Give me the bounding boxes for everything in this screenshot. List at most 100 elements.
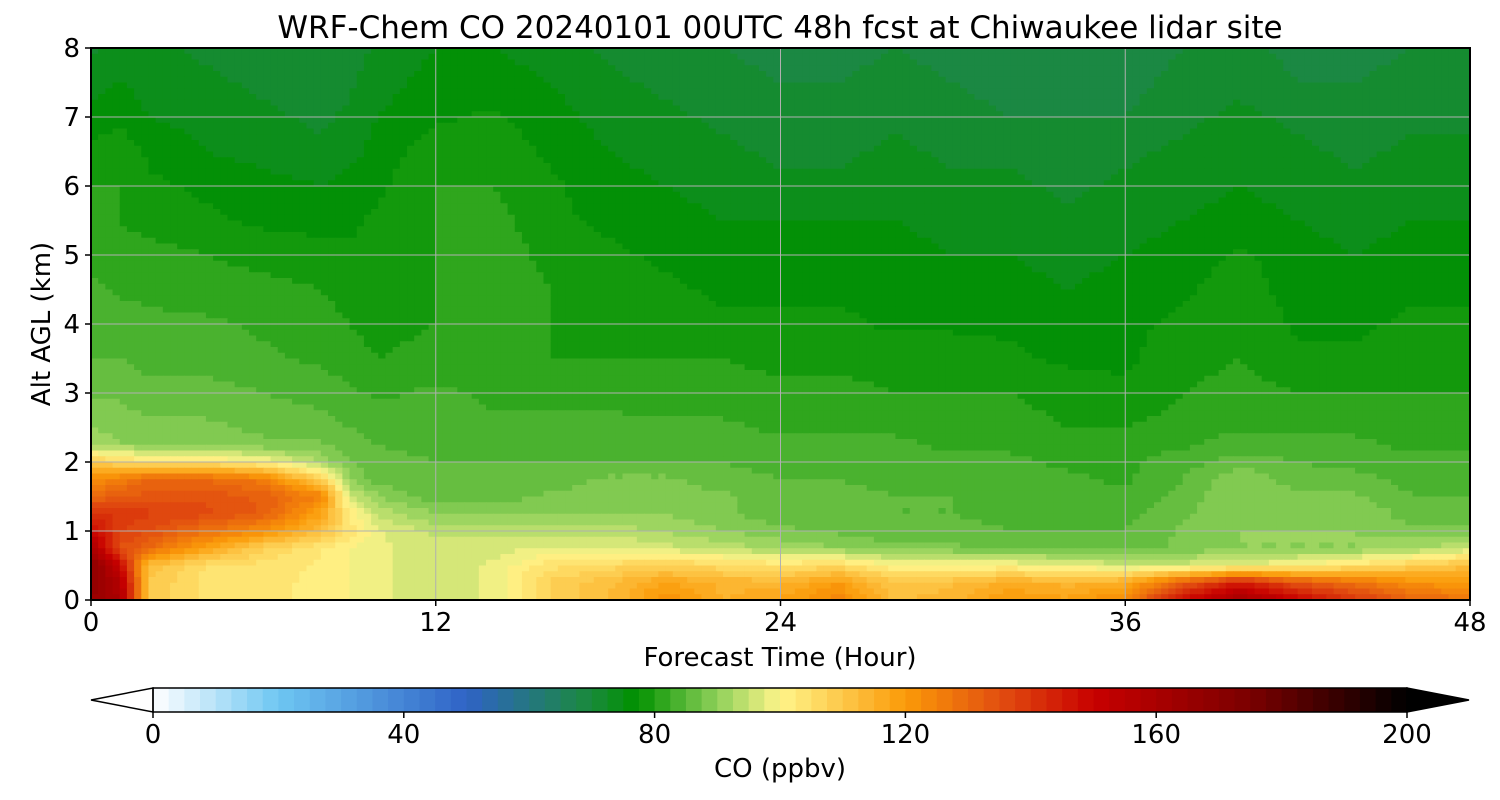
heatmap-cell	[672, 88, 681, 95]
heatmap-cell	[514, 128, 523, 135]
heatmap-cell	[335, 99, 343, 107]
heatmap-cell	[593, 105, 602, 112]
heatmap-cell	[845, 76, 853, 84]
heatmap-cell	[780, 186, 789, 193]
heatmap-cell	[486, 76, 494, 84]
heatmap-cell	[1197, 48, 1205, 55]
heatmap-cell	[644, 186, 652, 193]
heatmap-cell	[967, 191, 976, 199]
heatmap-cell	[960, 157, 968, 164]
heatmap-cell	[335, 140, 343, 147]
heatmap-cell	[234, 186, 243, 193]
heatmap-cell	[845, 65, 853, 72]
heatmap-cell	[687, 134, 695, 141]
heatmap-cell	[1247, 174, 1256, 181]
heatmap-cell	[1046, 151, 1055, 158]
heatmap-cell	[852, 140, 861, 147]
heatmap-cell	[320, 174, 329, 181]
heatmap-cell	[974, 65, 983, 72]
heatmap-cell	[119, 88, 128, 95]
heatmap-cell	[1146, 128, 1155, 135]
heatmap-cell	[1254, 111, 1263, 118]
heatmap-cell	[565, 59, 573, 66]
heatmap-cell	[1261, 82, 1270, 89]
heatmap-cell	[766, 122, 774, 130]
heatmap-cell	[1189, 128, 1198, 135]
heatmap-cell	[701, 82, 710, 89]
heatmap-cell	[550, 76, 559, 84]
heatmap-cell	[270, 59, 279, 66]
heatmap-cell	[155, 117, 164, 124]
heatmap-cell	[98, 168, 106, 176]
heatmap-cell	[665, 174, 674, 181]
heatmap-cell	[658, 180, 667, 187]
heatmap-cell	[809, 163, 818, 170]
heatmap-cell	[414, 59, 422, 66]
heatmap-cell	[981, 134, 990, 141]
heatmap-cell	[1426, 117, 1435, 124]
heatmap-cell	[464, 88, 473, 95]
heatmap-cell	[119, 186, 128, 193]
heatmap-cell	[766, 71, 774, 78]
heatmap-cell	[615, 53, 624, 61]
heatmap-cell	[873, 88, 882, 95]
heatmap-cell	[349, 117, 358, 124]
heatmap-cell	[356, 82, 365, 89]
heatmap-cell	[277, 134, 286, 141]
heatmap-cell	[1347, 168, 1356, 176]
heatmap-cell	[385, 186, 394, 193]
heatmap-cell	[1132, 111, 1141, 118]
heatmap-cell	[1276, 128, 1284, 135]
heatmap-cell	[91, 174, 99, 181]
heatmap-cell	[579, 65, 588, 72]
heatmap-cell	[306, 128, 315, 135]
heatmap-cell	[837, 99, 846, 107]
heatmap-cell	[1297, 191, 1306, 199]
heatmap-cell	[572, 128, 580, 135]
heatmap-cell	[428, 48, 437, 55]
heatmap-cell	[1311, 186, 1320, 193]
heatmap-cell	[981, 163, 990, 170]
heatmap-cell	[428, 99, 437, 107]
heatmap-cell	[1175, 180, 1184, 187]
heatmap-cell	[916, 145, 925, 153]
heatmap-cell	[1412, 99, 1421, 107]
heatmap-cell	[909, 65, 918, 72]
heatmap-cell	[1326, 157, 1335, 164]
heatmap-cell	[845, 99, 853, 107]
heatmap-cell	[349, 65, 358, 72]
heatmap-cell	[1074, 53, 1083, 61]
heatmap-cell	[1096, 71, 1105, 78]
heatmap-cell	[672, 186, 681, 193]
heatmap-cell	[1204, 71, 1213, 78]
heatmap-cell	[665, 168, 674, 176]
heatmap-cell	[493, 105, 501, 112]
heatmap-cell	[363, 134, 372, 141]
heatmap-cell	[1232, 134, 1241, 141]
heatmap-cell	[220, 71, 229, 78]
heatmap-cell	[737, 180, 746, 187]
heatmap-cell	[1003, 82, 1011, 89]
heatmap-cell	[988, 53, 997, 61]
heatmap-cell	[1074, 191, 1083, 199]
heatmap-cell	[1376, 111, 1385, 118]
heatmap-cell	[1268, 76, 1277, 84]
heatmap-cell	[162, 128, 171, 135]
heatmap-cell	[1311, 163, 1320, 170]
heatmap-cell	[909, 191, 918, 199]
heatmap-cell	[529, 151, 537, 158]
heatmap-cell	[737, 65, 746, 72]
heatmap-cell	[809, 59, 818, 66]
heatmap-cell	[249, 59, 257, 66]
heatmap-cell	[988, 186, 997, 193]
heatmap-cell	[1419, 168, 1428, 176]
heatmap-cell	[557, 53, 566, 61]
heatmap-cell	[1225, 53, 1234, 61]
heatmap-cell	[1333, 163, 1342, 170]
heatmap-cell	[1268, 186, 1277, 193]
heatmap-cell	[148, 99, 157, 107]
heatmap-cell	[119, 65, 128, 72]
heatmap-cell	[1204, 186, 1213, 193]
heatmap-cell	[1125, 174, 1134, 181]
heatmap-cell	[967, 99, 976, 107]
